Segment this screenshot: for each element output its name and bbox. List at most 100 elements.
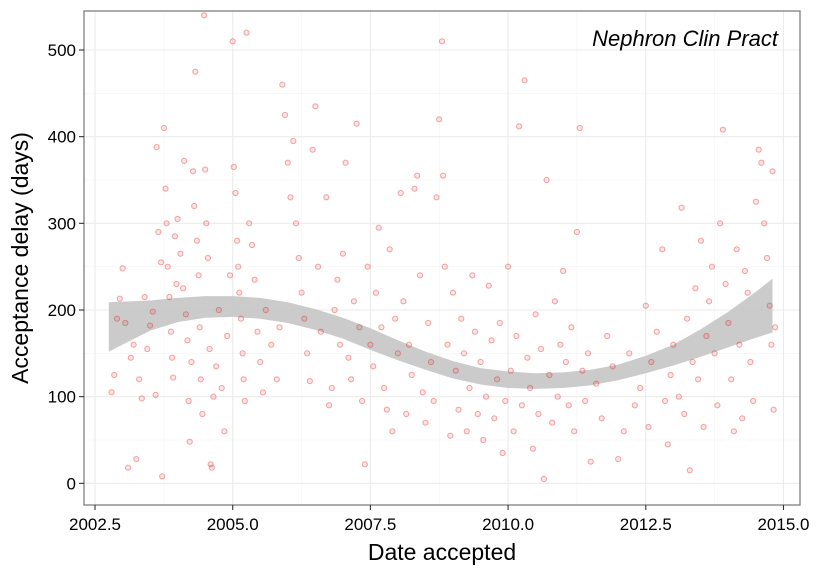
data-point xyxy=(422,419,429,426)
data-point xyxy=(160,124,167,132)
data-point xyxy=(684,315,691,322)
data-point xyxy=(700,423,707,431)
data-point xyxy=(557,341,564,348)
data-point xyxy=(262,306,269,314)
data-point xyxy=(449,289,457,296)
data-point xyxy=(113,315,121,322)
data-point xyxy=(725,319,732,327)
x-tick-label: 2005.0 xyxy=(207,515,259,534)
data-point xyxy=(708,263,716,270)
data-point xyxy=(568,324,575,331)
data-point xyxy=(425,319,432,327)
data-point xyxy=(304,350,311,357)
data-point xyxy=(328,384,335,392)
data-point xyxy=(565,402,572,409)
data-point xyxy=(477,358,484,366)
data-point xyxy=(190,168,197,175)
data-point xyxy=(284,159,291,166)
data-point xyxy=(440,172,447,179)
data-point xyxy=(507,367,514,374)
data-point xyxy=(516,123,523,130)
data-point xyxy=(681,410,688,418)
data-point xyxy=(549,419,556,426)
data-point xyxy=(315,263,322,270)
data-point xyxy=(400,298,407,305)
data-point xyxy=(191,202,198,210)
data-point xyxy=(768,341,775,348)
data-point xyxy=(744,289,751,296)
data-point xyxy=(184,337,191,344)
data-point xyxy=(637,384,644,392)
data-point xyxy=(518,402,526,409)
data-point xyxy=(301,315,308,322)
data-point xyxy=(192,68,199,75)
data-point xyxy=(579,367,586,374)
data-point xyxy=(292,220,300,227)
data-point xyxy=(248,241,256,249)
data-point xyxy=(331,306,338,314)
data-point xyxy=(471,328,479,335)
data-point xyxy=(620,428,627,435)
data-point xyxy=(455,406,462,413)
data-point xyxy=(452,367,459,374)
data-point xyxy=(719,126,727,133)
data-point xyxy=(323,194,330,201)
data-point xyxy=(226,272,234,279)
data-point xyxy=(728,376,735,383)
y-tick-label: 100 xyxy=(48,388,76,407)
data-point xyxy=(342,159,349,166)
data-point xyxy=(251,276,258,283)
data-point xyxy=(339,250,346,257)
data-point xyxy=(763,254,771,262)
data-point xyxy=(334,276,341,283)
data-point xyxy=(670,341,677,348)
data-point xyxy=(298,289,305,296)
data-point xyxy=(389,428,396,435)
data-point xyxy=(164,263,171,270)
data-point xyxy=(717,220,724,227)
data-point xyxy=(195,272,202,279)
data-point xyxy=(474,410,481,418)
data-point xyxy=(560,267,567,275)
data-point xyxy=(196,324,203,331)
data-point xyxy=(642,302,649,309)
data-point xyxy=(405,341,413,348)
x-axis: 2002.5 2005.0 2007.5 2010.0 2012.5 2015.0 xyxy=(69,505,809,534)
data-point xyxy=(202,166,209,173)
data-point xyxy=(532,311,539,318)
data-point xyxy=(609,363,616,370)
data-point xyxy=(527,384,534,392)
data-point xyxy=(276,324,283,331)
data-point xyxy=(201,12,208,19)
data-point xyxy=(689,358,696,366)
data-point xyxy=(664,441,671,448)
data-point xyxy=(229,38,236,45)
data-point xyxy=(207,461,214,468)
data-point xyxy=(438,38,446,45)
data-point xyxy=(466,384,473,392)
data-point xyxy=(659,246,666,253)
data-point xyxy=(491,415,498,422)
data-point xyxy=(772,324,779,331)
data-point xyxy=(348,376,355,383)
data-point xyxy=(730,428,738,435)
data-point xyxy=(433,194,440,201)
data-point xyxy=(392,315,399,322)
data-point xyxy=(378,324,385,331)
data-point xyxy=(427,358,435,366)
x-tick-label: 2015.0 xyxy=(757,515,809,534)
data-point xyxy=(381,384,388,392)
data-point xyxy=(444,341,451,348)
data-point xyxy=(119,265,126,272)
data-point xyxy=(695,376,702,383)
data-point xyxy=(419,389,426,396)
data-point xyxy=(714,402,721,409)
data-point xyxy=(540,475,548,483)
data-point xyxy=(598,415,605,422)
data-point xyxy=(353,120,360,127)
data-point xyxy=(326,402,333,409)
data-point xyxy=(230,163,237,171)
data-point xyxy=(573,228,581,236)
y-axis: 0 100 200 300 400 500 xyxy=(48,41,84,493)
data-point xyxy=(180,285,187,292)
